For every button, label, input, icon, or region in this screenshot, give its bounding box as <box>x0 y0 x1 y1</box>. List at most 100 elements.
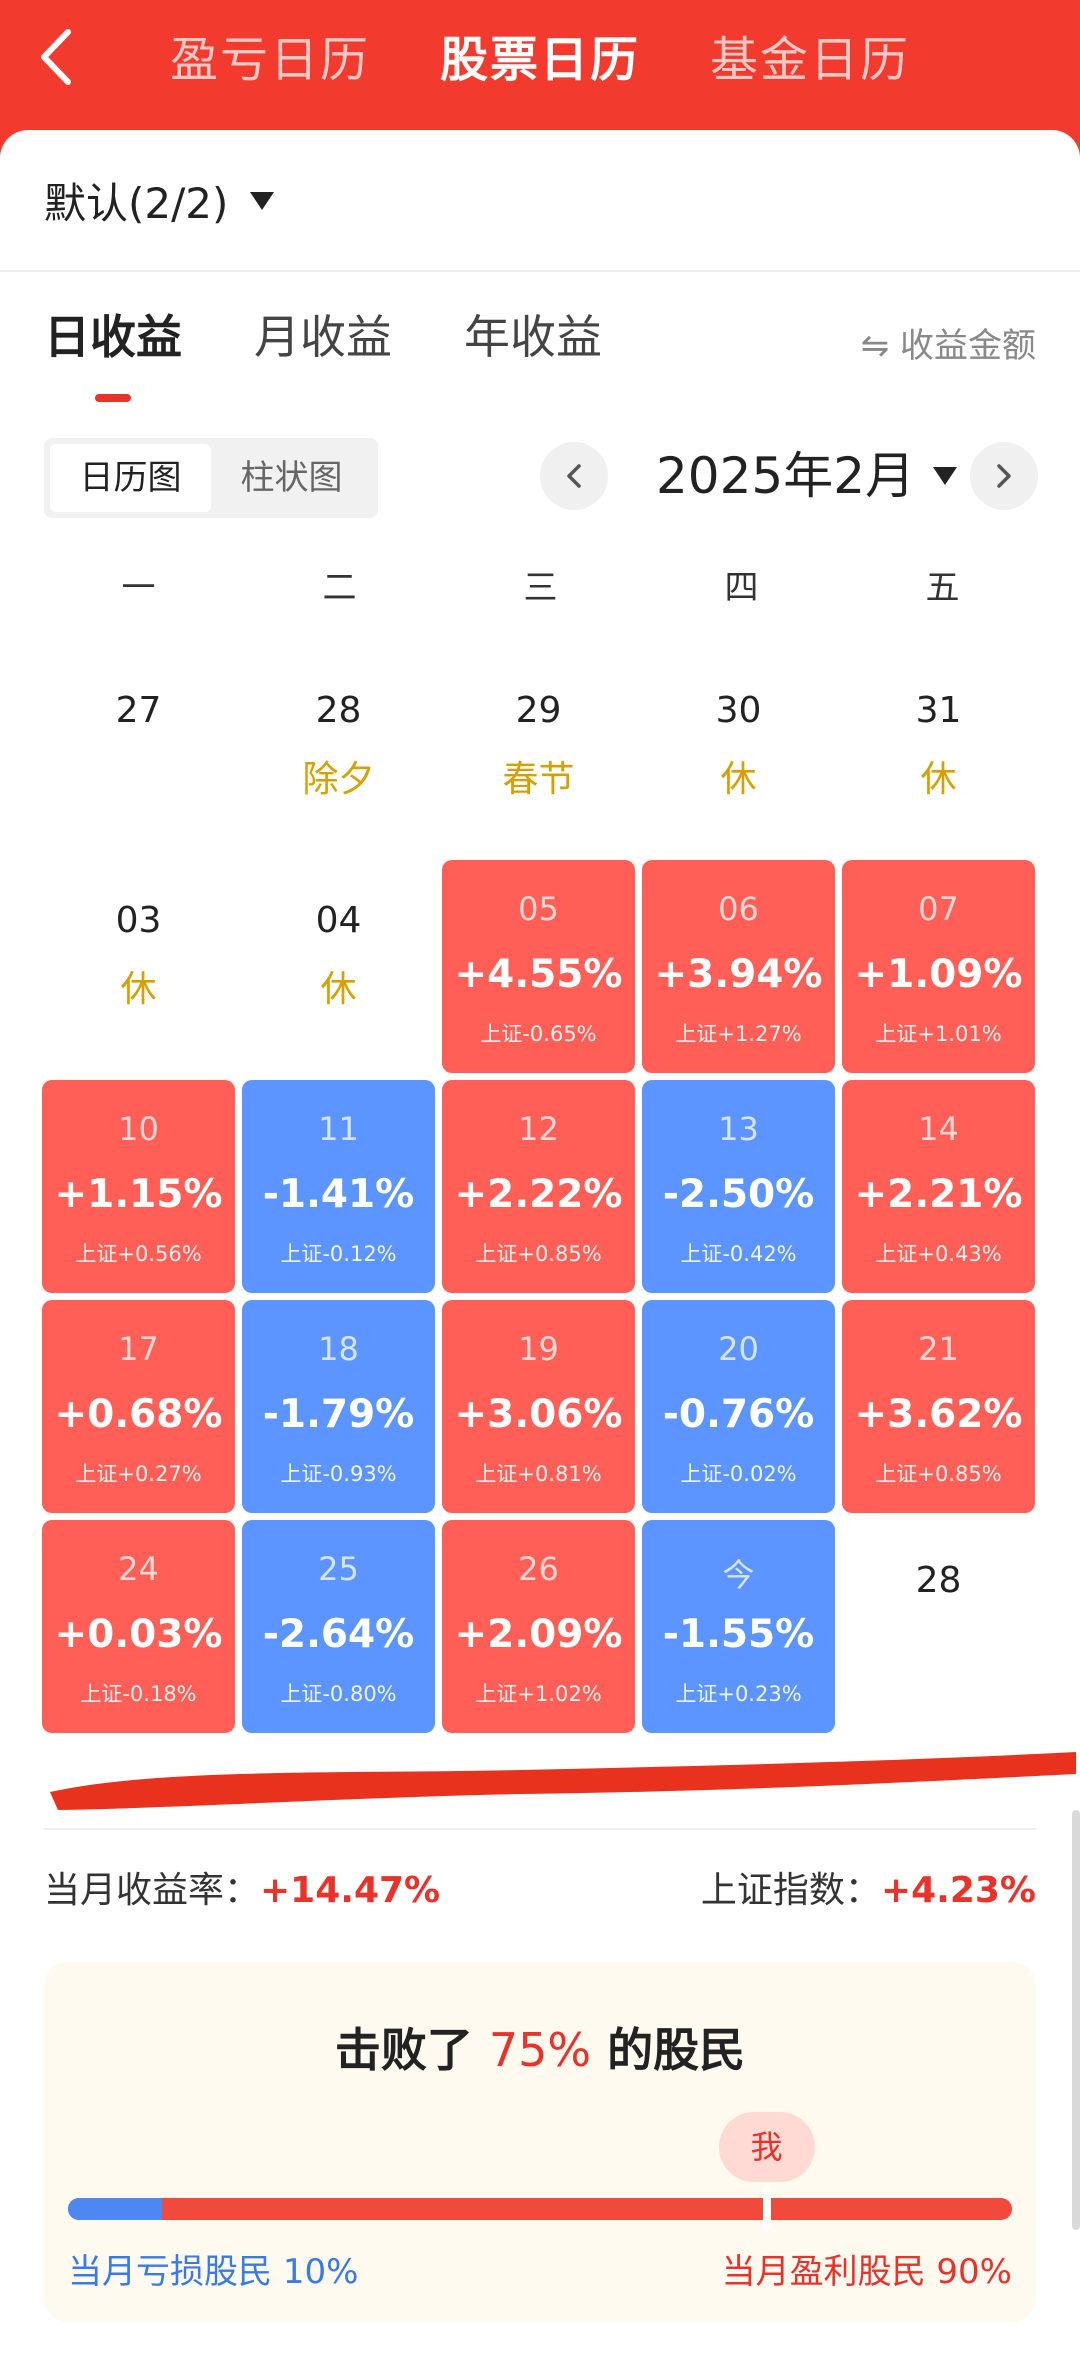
loss-legend: 当月亏损股民 10% <box>68 2244 358 2293</box>
index-return: 上证+0.81% <box>475 1462 602 1486</box>
index-return: 上证+1.01% <box>875 1022 1002 1046</box>
calendar-day-cell[interactable]: 28 除夕 <box>242 650 435 863</box>
profit-legend: 当月盈利股民 90% <box>722 2244 1012 2293</box>
calendar-day-cell[interactable]: 18 -1.79% 上证-0.93% <box>242 1300 435 1513</box>
main-card: 默认(2/2) 日收益 月收益 年收益 ⇋ 收益金额 日历图 柱状图 2025年… <box>0 130 1080 2364</box>
chevron-right-icon <box>997 464 1011 488</box>
day-number: 06 <box>718 890 759 928</box>
index-return: 上证+0.85% <box>475 1242 602 1266</box>
loss-pct: 10% <box>282 2252 359 2292</box>
weekday-thu: 四 <box>724 568 759 608</box>
calendar-day-cell[interactable]: 25 -2.64% 上证-0.80% <box>242 1520 435 1733</box>
tab-stock-calendar[interactable]: 股票日历 <box>439 32 640 88</box>
index-return: 上证+0.43% <box>875 1242 1002 1266</box>
calendar-day-cell[interactable]: 03 休 <box>42 860 235 1073</box>
calendar-day-cell[interactable]: 27 <box>42 650 235 863</box>
back-icon[interactable] <box>30 22 90 92</box>
calendar-day-cell[interactable]: 10 +1.15% 上证+0.56% <box>42 1080 235 1293</box>
profit-pct: 90% <box>936 2252 1012 2292</box>
index-return: 上证-0.93% <box>280 1462 397 1486</box>
day-number: 26 <box>518 1550 559 1588</box>
view-toggle: 日历图 柱状图 <box>44 438 378 518</box>
beat-prefix: 击败了 <box>334 2023 473 2077</box>
day-return: -1.41% <box>262 1172 415 1217</box>
day-return: +0.03% <box>54 1612 223 1657</box>
index-return: 上证+0.56% <box>75 1242 202 1266</box>
index-return: 上证-0.12% <box>280 1242 397 1266</box>
index-return: 上证-0.65% <box>480 1022 597 1046</box>
calendar-day-cell[interactable]: 21 +3.62% 上证+0.85% <box>842 1300 1035 1513</box>
index-return: 上证+0.27% <box>75 1462 202 1486</box>
calendar-day-cell[interactable]: 20 -0.76% 上证-0.02% <box>642 1300 835 1513</box>
index-return: 上证-0.02% <box>680 1462 797 1486</box>
calendar-day-cell[interactable]: 14 +2.21% 上证+0.43% <box>842 1080 1035 1293</box>
calendar-day-cell[interactable]: 11 -1.41% 上证-0.12% <box>242 1080 435 1293</box>
calendar-day-cell[interactable]: 17 +0.68% 上证+0.27% <box>42 1300 235 1513</box>
calendar-day-cell[interactable]: 今 -1.55% 上证+0.23% <box>642 1520 835 1733</box>
next-month-button[interactable] <box>970 442 1038 510</box>
day-number: 10 <box>118 1110 159 1148</box>
day-number: 20 <box>718 1330 759 1368</box>
calendar-day-cell[interactable]: 12 +2.22% 上证+0.85% <box>442 1080 635 1293</box>
calendar-day-cell[interactable]: 31 休 <box>842 650 1035 863</box>
day-return: +0.68% <box>54 1392 223 1437</box>
month-selector[interactable]: 2025年2月 <box>656 444 958 508</box>
profit-label: 当月盈利股民 <box>721 2252 926 2292</box>
caret-down-icon <box>250 191 275 210</box>
index-return: 上证+0.23% <box>675 1682 802 1706</box>
calendar-day-cell[interactable]: 28 <box>842 1520 1035 1733</box>
loss-segment <box>68 2198 163 2220</box>
holiday-tag: 除夕 <box>302 759 375 800</box>
calendar-day-cell[interactable]: 05 +4.55% 上证-0.65% <box>442 860 635 1073</box>
weekday-wed: 三 <box>523 568 558 608</box>
tab-profit-calendar[interactable]: 盈亏日历 <box>169 32 370 88</box>
day-number: 31 <box>915 690 962 731</box>
redaction-scribble <box>50 1752 1076 1810</box>
calendar-day-cell[interactable]: 29 春节 <box>442 650 635 863</box>
day-number: 12 <box>518 1110 559 1148</box>
scrollbar[interactable] <box>1072 1810 1080 2230</box>
index-return: 上证+0.85% <box>875 1462 1002 1486</box>
index-return: 上证+1.27% <box>675 1022 802 1046</box>
day-number: 28 <box>315 690 362 731</box>
holiday-tag: 休 <box>920 759 957 800</box>
day-number: 29 <box>515 690 562 731</box>
day-number: 14 <box>918 1110 959 1148</box>
index-return-label: 上证指数： <box>700 1870 881 1911</box>
beat-suffix: 的股民 <box>607 2023 746 2077</box>
index-return: 上证-0.18% <box>80 1682 197 1706</box>
calendar-day-cell[interactable]: 04 休 <box>242 860 435 1073</box>
calendar-day-cell[interactable]: 13 -2.50% 上证-0.42% <box>642 1080 835 1293</box>
divider <box>44 1828 1036 1830</box>
index-return-value: +4.23% <box>880 1870 1036 1911</box>
index-return: 上证+1.02% <box>475 1682 602 1706</box>
day-return: -1.55% <box>662 1612 815 1657</box>
account-selector[interactable]: 默认(2/2) <box>44 170 275 231</box>
prev-month-button[interactable] <box>540 442 608 510</box>
holiday-tag: 春节 <box>502 759 575 800</box>
profit-amount-toggle[interactable]: ⇋ 收益金额 <box>860 326 1036 366</box>
top-tabs: 盈亏日历 股票日历 基金日历 <box>0 20 1080 100</box>
calendar-day-cell[interactable]: 07 +1.09% 上证+1.01% <box>842 860 1035 1073</box>
day-number: 今 <box>722 1556 755 1594</box>
tab-yearly-profit[interactable]: 年收益 <box>464 310 602 364</box>
calendar-view-button[interactable]: 日历图 <box>50 444 211 512</box>
day-number: 24 <box>118 1550 159 1588</box>
tab-daily-profit[interactable]: 日收益 <box>44 302 182 402</box>
day-number: 18 <box>318 1330 359 1368</box>
tab-monthly-profit[interactable]: 月收益 <box>254 310 392 364</box>
calendar-day-cell[interactable]: 06 +3.94% 上证+1.27% <box>642 860 835 1073</box>
account-label: 默认(2/2) <box>44 179 229 228</box>
tab-fund-calendar[interactable]: 基金日历 <box>710 32 911 88</box>
day-return: +2.09% <box>454 1612 623 1657</box>
chevron-left-icon <box>567 464 581 488</box>
day-number: 21 <box>918 1330 959 1368</box>
day-number: 13 <box>718 1110 759 1148</box>
beat-title: 击败了 75% 的股民 <box>44 2014 1036 2080</box>
calendar-day-cell[interactable]: 30 休 <box>642 650 835 863</box>
calendar-day-cell[interactable]: 19 +3.06% 上证+0.81% <box>442 1300 635 1513</box>
month-return-value: +14.47% <box>260 1870 441 1911</box>
bar-view-button[interactable]: 柱状图 <box>240 458 343 498</box>
calendar-day-cell[interactable]: 24 +0.03% 上证-0.18% <box>42 1520 235 1733</box>
calendar-day-cell[interactable]: 26 +2.09% 上证+1.02% <box>442 1520 635 1733</box>
